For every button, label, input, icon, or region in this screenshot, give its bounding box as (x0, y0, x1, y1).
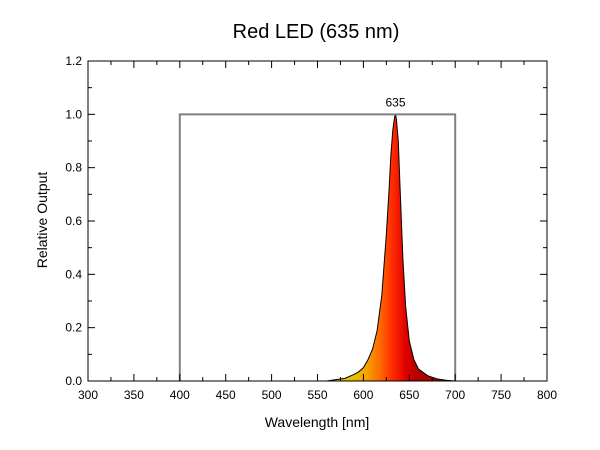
x-tick-label: 450 (216, 388, 236, 402)
x-tick-label: 800 (537, 388, 557, 402)
spectrum-line (326, 114, 456, 381)
x-tick-label: 400 (170, 388, 190, 402)
plot-area: 300 350 400 450 500 550 600 650 700 750 800 0.0 0.2 0… (65, 54, 557, 402)
x-tick-label: 350 (124, 388, 144, 402)
range-box (178, 113, 457, 381)
x-tick-label: 650 (399, 388, 419, 402)
y-tick-label: 0.4 (65, 267, 82, 281)
y-axis-label: Relative Output (34, 172, 50, 269)
spectrum-area (326, 114, 456, 381)
y-tick-label: 0.6 (65, 214, 82, 228)
x-tick-label: 750 (491, 388, 511, 402)
y-tick-label: 1.2 (65, 54, 82, 68)
plot-frame (87, 60, 548, 382)
y-tick-label: 1.0 (65, 107, 82, 121)
chart-title: Red LED (635 nm) (233, 21, 400, 43)
peak-annotation: 635 (386, 95, 406, 109)
x-tick-label: 500 (262, 388, 282, 402)
x-tick-label: 700 (445, 388, 465, 402)
y-tick-label: 0.8 (65, 161, 82, 175)
x-tick-label: 550 (307, 388, 327, 402)
x-tick-label: 300 (78, 388, 98, 402)
x-axis-label: Wavelength [nm] (265, 414, 370, 430)
x-tick-label: 600 (353, 388, 373, 402)
y-tick-label: 0.0 (65, 374, 82, 388)
y-tick-label: 0.2 (65, 321, 82, 335)
